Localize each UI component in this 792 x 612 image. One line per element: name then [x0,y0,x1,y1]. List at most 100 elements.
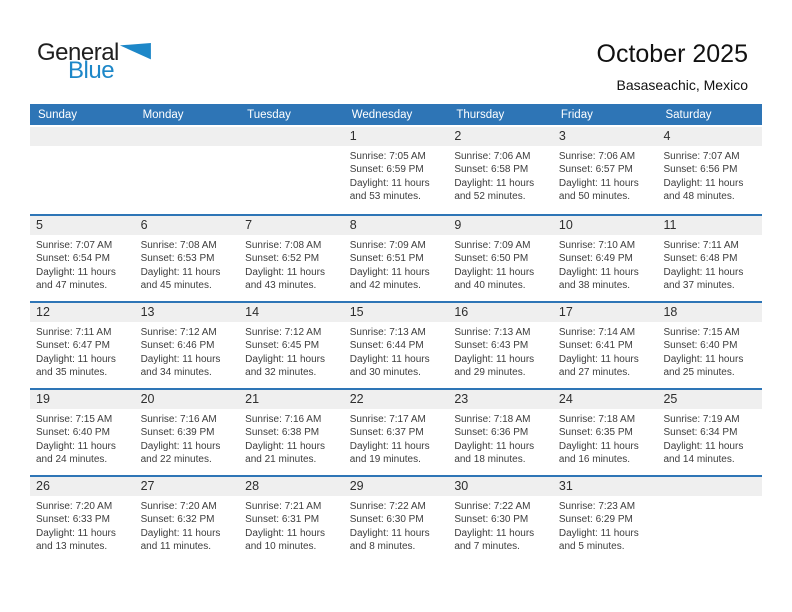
daylight-text-line2: and 16 minutes. [558,454,631,466]
day-cell: Sunrise: 7:21 AM Sunset: 6:31 PM Daylight:… [239,496,344,554]
day-cell: Sunrise: 7:16 AM Sunset: 6:38 PM Daylight:… [239,409,344,467]
sunrise-text: Sunrise: 7:15 AM [663,327,740,338]
daylight-text-line2: and 37 minutes. [663,280,735,292]
title-block: October 2025 Basaseachic, Mexico [597,40,749,93]
date-number [135,127,240,146]
sunset-text: Sunset: 6:36 PM [454,427,529,439]
daylight-text-line2: and 38 minutes. [558,280,631,292]
date-number: 21 [245,392,260,406]
sunset-text: Sunset: 6:40 PM [663,340,738,352]
sunset-text: Sunset: 6:29 PM [558,514,633,526]
daylight-text-line2: and 48 minutes. [663,191,735,203]
sunset-text: Sunset: 6:47 PM [36,340,110,352]
date-band: 26 27 28 29 30 31 [30,477,762,496]
date-band: 5 6 7 8 9 10 11 [30,216,762,235]
sunset-text: Sunset: 6:43 PM [454,340,529,352]
day-cell [30,146,135,204]
sunset-text: Sunset: 6:39 PM [140,427,215,439]
date-number: 18 [663,305,678,319]
date-number [657,477,762,496]
date-number: 3 [558,129,566,143]
day-cell: Sunrise: 7:14 AM Sunset: 6:41 PM Daylight:… [553,322,658,380]
calendar-grid: 1 2 3 4 Sunrise: 7:05 AM Sunset: 6:59 PM Dayli… [30,127,762,562]
date-number: 2 [454,129,462,143]
daylight-text-line1: Daylight: 11 hours [349,440,430,452]
day-cell: Sunrise: 7:10 AM Sunset: 6:49 PM Daylight:… [553,235,658,293]
day-cell: Sunrise: 7:22 AM Sunset: 6:30 PM Daylight:… [448,496,553,554]
day-cell: Sunrise: 7:20 AM Sunset: 6:33 PM Daylight:… [30,496,135,554]
sunrise-text: Sunrise: 7:11 AM [36,327,112,338]
sunset-text: Sunset: 6:50 PM [454,253,529,265]
daylight-text-line1: Daylight: 11 hours [245,353,326,365]
day-cell: Sunrise: 7:11 AM Sunset: 6:47 PM Daylight:… [30,322,135,380]
sunrise-text: Sunrise: 7:23 AM [558,501,636,512]
week-row: 19 20 21 22 23 24 25 Sunrise: 7:15 AM Sunset: 6:… [30,388,762,475]
day-cell: Sunrise: 7:15 AM Sunset: 6:40 PM Daylight:… [657,322,762,380]
daylight-text-line1: Daylight: 11 hours [140,440,221,452]
date-number: 9 [454,218,462,232]
sunset-text: Sunset: 6:57 PM [558,164,633,176]
general-blue-logo: General Blue [37,41,151,83]
date-number: 6 [140,218,148,232]
day-cell: Sunrise: 7:07 AM Sunset: 6:54 PM Daylight:… [30,235,135,293]
daylight-text-line2: and 43 minutes. [245,280,317,292]
day-cell [135,146,240,204]
date-band: 1 2 3 4 [30,127,762,146]
day-cell: Sunrise: 7:12 AM Sunset: 6:46 PM Daylight:… [135,322,240,380]
weekday-header-row: Sunday Monday Tuesday Wednesday Thursday… [30,104,762,125]
daylight-text-line2: and 42 minutes. [349,280,421,292]
sunset-text: Sunset: 6:53 PM [140,253,215,265]
day-cell: Sunrise: 7:23 AM Sunset: 6:29 PM Daylight:… [553,496,658,554]
day-cell: Sunrise: 7:20 AM Sunset: 6:32 PM Daylight:… [135,496,240,554]
week-cells: Sunrise: 7:11 AM Sunset: 6:47 PM Daylight:… [30,322,762,380]
week-cells: Sunrise: 7:15 AM Sunset: 6:40 PM Daylight:… [30,409,762,467]
daylight-text-line1: Daylight: 11 hours [558,177,639,189]
sunrise-text: Sunrise: 7:18 AM [558,414,636,425]
pennant-triangle-icon [119,43,151,60]
daylight-text-line2: and 18 minutes. [454,454,526,466]
day-cell [657,496,762,554]
daylight-text-line2: and 52 minutes. [454,191,526,203]
sunrise-text: Sunrise: 7:07 AM [36,240,113,251]
sunrise-text: Sunrise: 7:18 AM [454,414,531,425]
daylight-text-line1: Daylight: 11 hours [558,266,639,278]
weekday-sunday: Sunday [38,108,78,121]
day-cell: Sunrise: 7:09 AM Sunset: 6:51 PM Daylight:… [344,235,449,293]
sunrise-text: Sunrise: 7:16 AM [245,414,322,425]
date-number: 30 [454,479,469,493]
daylight-text-line2: and 14 minutes. [663,454,735,466]
daylight-text-line1: Daylight: 11 hours [349,353,430,365]
sunset-text: Sunset: 6:35 PM [558,427,633,439]
date-number: 10 [558,218,573,232]
daylight-text-line1: Daylight: 11 hours [454,266,535,278]
sunset-text: Sunset: 6:54 PM [36,253,110,265]
daylight-text-line2: and 10 minutes. [245,541,317,553]
sunrise-text: Sunrise: 7:10 AM [558,240,636,251]
sunrise-text: Sunrise: 7:17 AM [349,414,426,425]
calendar-table: Sunday Monday Tuesday Wednesday Thursday… [30,104,762,562]
daylight-text-line1: Daylight: 11 hours [245,266,326,278]
sunrise-text: Sunrise: 7:09 AM [454,240,531,251]
weekday-tuesday: Tuesday [247,108,291,121]
day-cell: Sunrise: 7:06 AM Sunset: 6:58 PM Daylight:… [448,146,553,204]
daylight-text-line2: and 8 minutes. [349,541,416,553]
sunrise-text: Sunrise: 7:13 AM [454,327,531,338]
sunrise-text: Sunrise: 7:12 AM [140,327,217,338]
sunset-text: Sunset: 6:34 PM [663,427,738,439]
daylight-text-line1: Daylight: 11 hours [36,527,116,539]
daylight-text-line2: and 27 minutes. [558,367,631,379]
sunset-text: Sunset: 6:52 PM [245,253,320,265]
date-number: 15 [349,305,364,319]
week-cells: Sunrise: 7:20 AM Sunset: 6:33 PM Daylight:… [30,496,762,554]
day-cell: Sunrise: 7:05 AM Sunset: 6:59 PM Daylight:… [344,146,449,204]
sunrise-text: Sunrise: 7:16 AM [140,414,217,425]
day-cell: Sunrise: 7:11 AM Sunset: 6:48 PM Daylight:… [657,235,762,293]
daylight-text-line1: Daylight: 11 hours [140,527,221,539]
day-cell: Sunrise: 7:08 AM Sunset: 6:53 PM Daylight:… [135,235,240,293]
day-cell: Sunrise: 7:15 AM Sunset: 6:40 PM Daylight:… [30,409,135,467]
week-cells: Sunrise: 7:05 AM Sunset: 6:59 PM Daylight:… [30,146,762,204]
sunrise-text: Sunrise: 7:22 AM [349,501,426,512]
sunrise-text: Sunrise: 7:09 AM [349,240,426,251]
week-cells: Sunrise: 7:07 AM Sunset: 6:54 PM Daylight:… [30,235,762,293]
